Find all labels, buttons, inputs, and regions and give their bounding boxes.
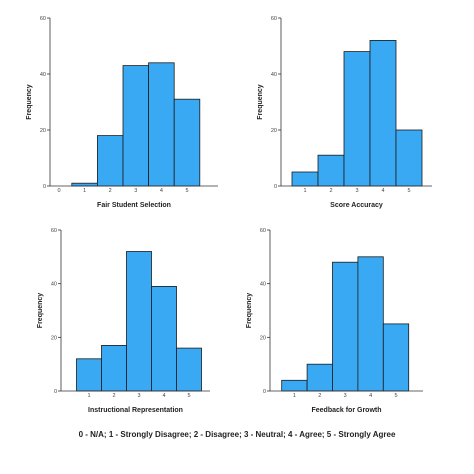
chart-1-ytick-label: 0 — [43, 184, 46, 190]
chart-2-ytick-label: 60 — [271, 16, 277, 22]
chart-4-y-axis-title: Frequency — [246, 293, 253, 329]
chart-4-ytick-label: 60 — [260, 228, 266, 234]
chart-1-x-axis-title: Fair Student Selection — [97, 202, 171, 209]
chart-2-xtick-label: 5 — [407, 188, 410, 194]
chart-1-bar-2 — [97, 135, 124, 187]
chart-3-ytick-label: 20 — [51, 335, 57, 341]
chart-3-bar-4 — [151, 285, 177, 392]
chart-1-xtick-label: 5 — [185, 188, 188, 194]
chart-1-bar-1 — [71, 182, 98, 187]
chart-1-xtick-label: 4 — [160, 188, 163, 194]
chart-4-bar-2 — [306, 363, 333, 392]
chart-4-bar-4 — [357, 256, 384, 392]
chart-4-ytick-label: 20 — [260, 335, 266, 341]
chart-4-xtick-label: 2 — [318, 393, 321, 399]
chart-2-bar-2 — [317, 154, 345, 187]
chart-3-x-axis-title: Instructional Representation — [88, 407, 183, 414]
chart-1-ytick-label: 60 — [40, 16, 46, 22]
chart-3-bar-2 — [101, 344, 127, 392]
chart-4-bar-3 — [332, 261, 359, 392]
chart-2-ytick-label: 0 — [274, 184, 277, 190]
chart-1-xtick-label: 3 — [134, 188, 137, 194]
chart-3-y-axis-title: Frequency — [37, 293, 44, 329]
chart-1-xtick-label: 1 — [83, 188, 86, 194]
chart-1-xtick-label: 2 — [109, 188, 112, 194]
chart-3-xtick-label: 4 — [162, 393, 165, 399]
chart-2-bar-4 — [369, 40, 397, 187]
chart-3-ytick-label: 0 — [54, 389, 57, 395]
chart-3-xtick-label: 1 — [87, 393, 90, 399]
response-scale-note: 0 - N/A; 1 - Strongly Disagree; 2 - Disa… — [78, 430, 396, 439]
chart-2-xtick-label: 3 — [355, 188, 358, 194]
chart-2-xtick-label: 1 — [303, 188, 306, 194]
chart-1-xtick-label: 0 — [57, 188, 60, 194]
chart-2-ytick-label: 40 — [271, 72, 277, 78]
chart-2-bar-5 — [395, 129, 423, 187]
chart-3-xtick-label: 2 — [112, 393, 115, 399]
chart-2-bar-3 — [343, 51, 371, 187]
chart-3-xtick-label: 5 — [187, 393, 190, 399]
chart-4-bar-5 — [382, 323, 410, 392]
chart-1-bar-3 — [122, 65, 150, 187]
chart-1-ytick-label: 40 — [40, 72, 46, 78]
chart-1-y-axis-title: Frequency — [26, 84, 33, 120]
chart-3-bar-1 — [76, 358, 102, 392]
chart-4-xtick-label: 4 — [369, 393, 372, 399]
chart-4-x-axis-title: Feedback for Growth — [311, 407, 381, 414]
chart-4-bar-1 — [281, 379, 308, 392]
chart-3-xtick-label: 3 — [137, 393, 140, 399]
chart-2-bar-1 — [291, 171, 319, 187]
chart-4-xtick-label: 3 — [344, 393, 347, 399]
chart-4-xtick-label: 5 — [394, 393, 397, 399]
chart-2-xtick-label: 4 — [381, 188, 384, 194]
chart-3-ytick-label: 40 — [51, 282, 57, 288]
chart-1-ytick-label: 20 — [40, 128, 46, 134]
chart-2-x-axis-title: Score Accuracy — [330, 202, 383, 209]
chart-3-ytick-label: 60 — [51, 228, 57, 234]
chart-1-bar-5 — [173, 98, 201, 187]
chart-1-bar-4 — [148, 62, 175, 187]
chart-2-ytick-label: 20 — [271, 128, 277, 134]
chart-3-bar-5 — [176, 347, 202, 392]
chart-2-xtick-label: 2 — [329, 188, 332, 194]
chart-4-xtick-label: 1 — [293, 393, 296, 399]
chart-4-ytick-label: 0 — [263, 389, 266, 395]
chart-2-y-axis-title: Frequency — [257, 84, 264, 120]
chart-3-bar-3 — [126, 251, 152, 392]
chart-4-ytick-label: 40 — [260, 282, 266, 288]
